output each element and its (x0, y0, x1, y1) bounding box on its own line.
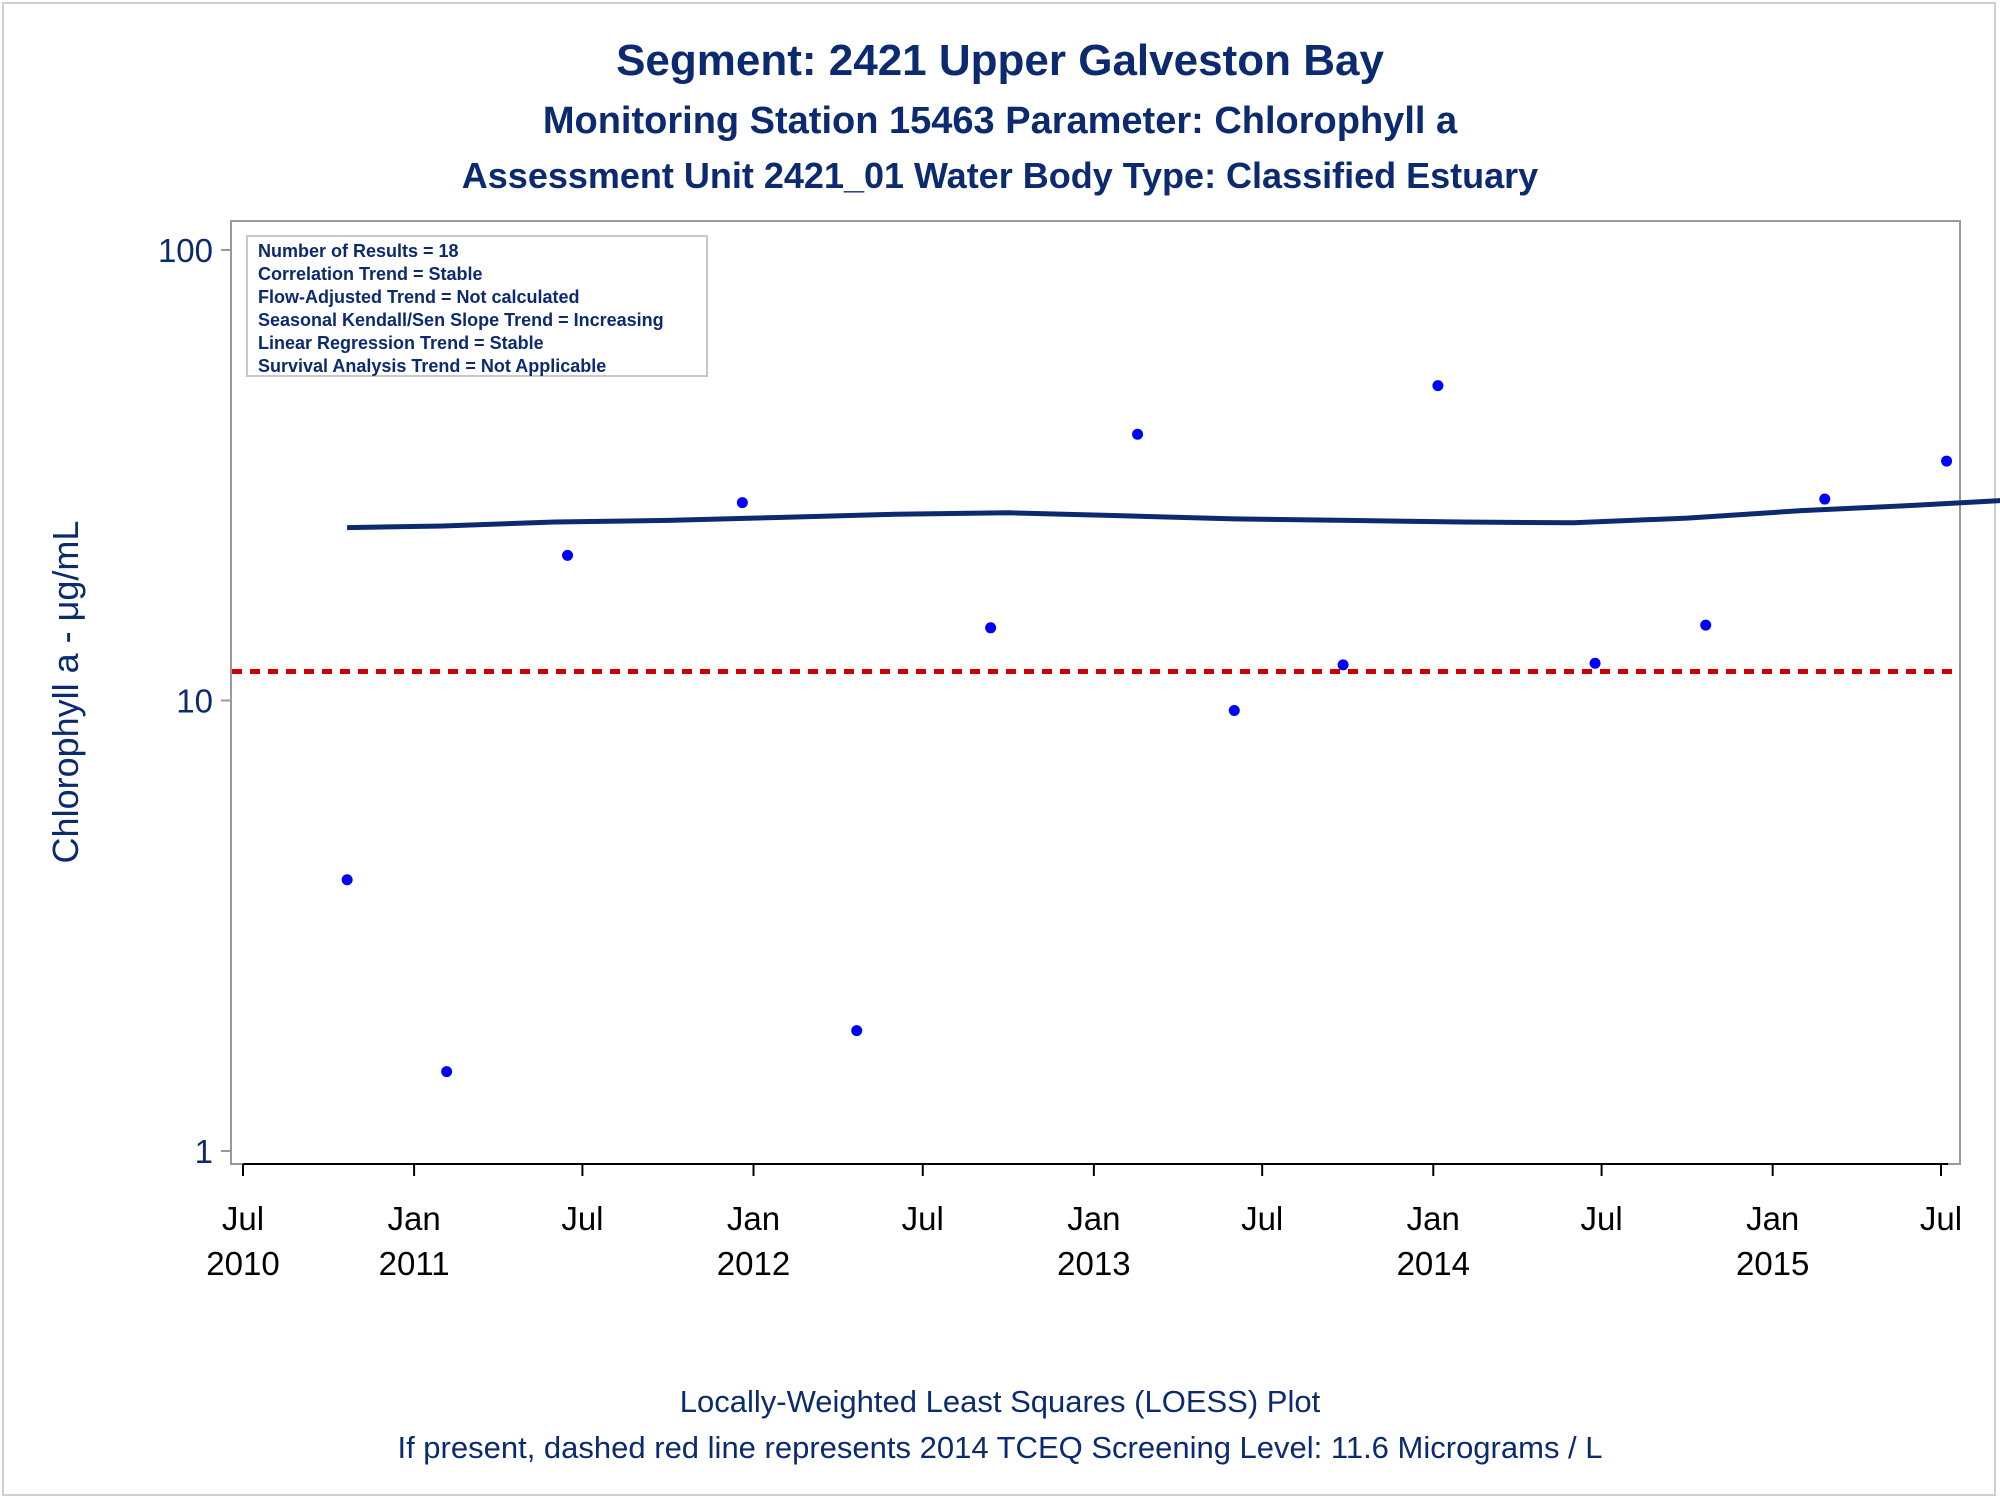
x-tick-year-label: 2014 (1397, 1245, 1470, 1282)
loess-curve (347, 498, 2000, 531)
x-tick-label: Jan (387, 1200, 440, 1237)
y-tick-label: 100 (158, 232, 213, 269)
chart-subtitle-station: Monitoring Station 15463 Parameter: Chlo… (542, 100, 1458, 142)
data-point (1432, 380, 1444, 392)
axis-ticks (221, 249, 1948, 1176)
stats-line-flow-adjusted: Flow-Adjusted Trend = Not calculated (258, 287, 580, 307)
x-tick-year-label: 2015 (1736, 1245, 1809, 1282)
x-tick-label: Jan (727, 1200, 780, 1237)
stats-line-seasonal-kendall: Seasonal Kendall/Sen Slope Trend = Incre… (258, 310, 664, 330)
data-point (441, 1066, 453, 1078)
x-tick-label: Jul (1920, 1200, 1962, 1237)
data-points (341, 234, 1953, 1078)
data-point (1941, 455, 1953, 467)
x-tick-label: Jan (1407, 1200, 1460, 1237)
x-tick-label: Jan (1746, 1200, 1799, 1237)
data-point (736, 497, 748, 509)
stats-line-results: Number of Results = 18 (258, 241, 459, 261)
stats-line-survival: Survival Analysis Trend = Not Applicable (258, 356, 607, 376)
chart-title: Segment: 2421 Upper Galveston Bay (616, 36, 1384, 85)
data-point (1228, 705, 1240, 717)
x-tick-year-label: 2010 (206, 1245, 279, 1282)
data-point (562, 549, 574, 561)
trend-stats-box: Number of Results = 18 Correlation Trend… (246, 235, 708, 377)
y-tick-label: 1 (195, 1133, 213, 1170)
data-point (1132, 428, 1144, 440)
x-tick-label: Jul (1241, 1200, 1283, 1237)
axis-labels: 1 10 100 Jul 2010 Jan 2011 Jul Jan 2012 Jul Jan 2013… (158, 232, 1962, 1282)
y-tick-label: 10 (176, 683, 213, 720)
x-tick-label: Jul (1580, 1200, 1622, 1237)
stats-line-correlation: Correlation Trend = Stable (258, 264, 483, 284)
loess-group (347, 498, 2000, 531)
x-tick-label: Jul (561, 1200, 603, 1237)
data-point (1819, 493, 1831, 505)
data-point (1700, 619, 1712, 631)
x-tick-year-label: 2012 (717, 1245, 790, 1282)
data-point (985, 622, 997, 634)
x-tick-label: Jan (1067, 1200, 1120, 1237)
data-point (341, 874, 353, 886)
x-tick-year-label: 2011 (379, 1245, 450, 1282)
chart-subtitle-assessment: Assessment Unit 2421_01 Water Body Type:… (461, 155, 1539, 196)
data-point (1337, 659, 1349, 671)
y-axis-label: Chlorophyll a - μg/mL (45, 521, 86, 864)
x-tick-label: Jul (222, 1200, 264, 1237)
stats-line-linear-regression: Linear Regression Trend = Stable (258, 333, 544, 353)
data-point (1589, 657, 1601, 669)
data-point (851, 1025, 863, 1037)
footnote-screening-level: If present, dashed red line represents 2… (397, 1430, 1603, 1465)
x-tick-label: Jul (902, 1200, 944, 1237)
x-tick-year-label: 2013 (1057, 1245, 1130, 1282)
footnote-loess: Locally-Weighted Least Squares (LOESS) P… (679, 1384, 1321, 1419)
